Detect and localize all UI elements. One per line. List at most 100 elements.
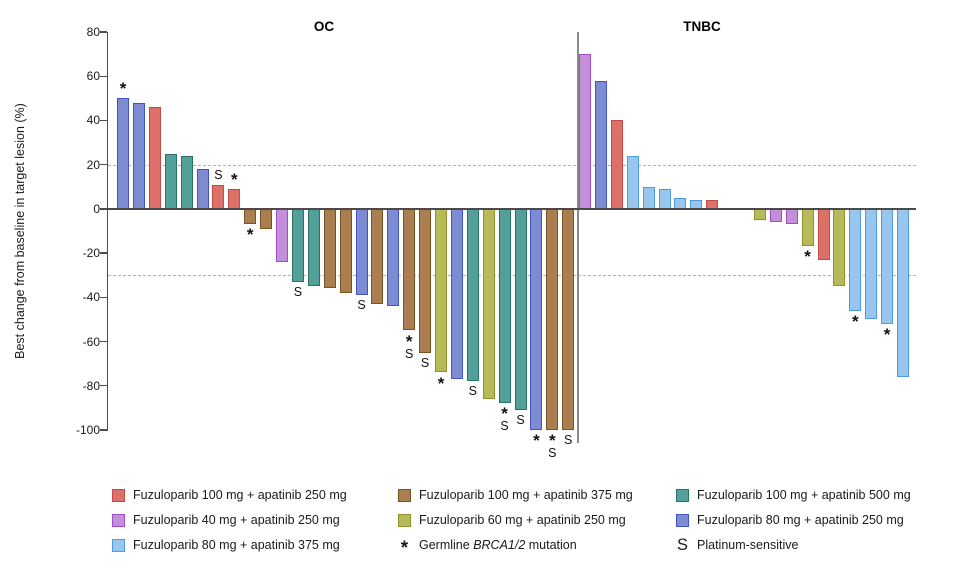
bar-oc-17-brown: [371, 208, 384, 304]
brca-marker: *: [804, 247, 811, 267]
legend-swatch-icon: [398, 488, 411, 502]
brca-marker: *: [405, 331, 413, 351]
y-tick-label: -100: [75, 423, 100, 437]
y-tick-label: 0: [93, 201, 100, 216]
legend-label: Fuzuloparib 60 mg + apatinib 250 mg: [419, 513, 626, 527]
legend-swatch-icon: [112, 488, 125, 502]
brca-marker: *: [437, 373, 445, 393]
y-tick-label: 20: [86, 157, 100, 172]
bar-oc-23-teal: [466, 208, 479, 382]
platinum-marker: S: [468, 384, 477, 399]
bar-oc-25-teal: [498, 208, 511, 404]
brca-marker: *: [548, 431, 556, 450]
bar-oc-11-purple: [276, 208, 288, 262]
bar-tnbc-13-olive: [801, 208, 814, 247]
bar-oc-12-teal: [291, 208, 304, 282]
platinum-marker: S: [293, 284, 303, 299]
bar-tnbc-17-skyblue: [865, 208, 878, 320]
legend-swatch-icon: [676, 488, 689, 502]
y-tick-mark: [99, 208, 107, 210]
brca-prefix: Germline: [419, 538, 474, 552]
bar-oc-26-teal: [514, 208, 527, 411]
platinum-s-icon: S: [676, 536, 688, 554]
bar-oc-18-blue: [387, 208, 400, 307]
platinum-marker: S: [564, 433, 573, 447]
panel-title-tnbc: TNBC: [683, 19, 721, 34]
brca-marker: *: [119, 79, 127, 99]
y-axis-title: Best change from baseline in target lesi…: [13, 103, 27, 359]
legend-swatch-icon: [112, 513, 125, 527]
bar-oc-20-brown: [419, 208, 432, 353]
legend-label: Fuzuloparib 80 mg + apatinib 375 mg: [133, 538, 340, 552]
bar-tnbc-2-blue: [594, 80, 607, 209]
bar-oc-24-olive: [482, 208, 495, 400]
bar-oc-13-teal: [307, 208, 320, 287]
reference-line-20: [108, 164, 916, 166]
bar-oc-21-olive: [435, 208, 447, 373]
y-tick-label: 80: [86, 25, 100, 39]
bar-oc-28-brown: [546, 208, 559, 430]
brca-gene: BRCA1/2: [473, 538, 526, 552]
y-tick-label: -40: [82, 290, 100, 305]
brca-marker: *: [230, 169, 238, 189]
legend-swatch-icon: [112, 538, 125, 552]
legend-item-olive: Fuzuloparib 60 mg + apatinib 250 mg: [398, 512, 626, 528]
bar-tnbc-5-skyblue: [642, 186, 655, 209]
bar-tnbc-10-olive: [753, 208, 766, 220]
bar-oc-27-blue: [530, 208, 543, 430]
bar-tnbc-15-olive: [833, 208, 846, 287]
bar-oc-15-brown: [339, 208, 352, 293]
panel-separator: [577, 32, 579, 443]
bar-oc-10-brown: [260, 208, 273, 229]
legend-label: Fuzuloparib 40 mg + apatinib 250 mg: [133, 513, 340, 527]
platinum-marker: S: [420, 355, 430, 370]
y-tick-mark: [99, 252, 107, 254]
reference-line--30: [108, 275, 916, 277]
bar-oc-2-blue: [132, 102, 145, 209]
asterisk-icon: *: [400, 538, 409, 559]
panel-title-oc: OC: [313, 19, 335, 34]
bar-oc-29-brown: [562, 208, 575, 430]
y-tick-label: 60: [86, 69, 100, 84]
legend-label: Platinum-sensitive: [697, 538, 799, 552]
bar-tnbc-16-skyblue: [849, 208, 862, 311]
y-tick-mark: [99, 31, 107, 33]
bar-tnbc-11-purple: [769, 208, 782, 223]
bar-oc-3-red: [148, 107, 161, 209]
legend-label: Germline BRCA1/2 mutation: [419, 538, 577, 552]
platinum-marker: S: [516, 413, 525, 428]
brca-suffix: mutation: [525, 538, 577, 552]
bar-tnbc-18-skyblue: [881, 208, 894, 324]
y-tick-label: -20: [82, 246, 100, 261]
y-tick-mark: [99, 296, 107, 299]
legend-item-brca-mutation: * Germline BRCA1/2 mutation: [398, 537, 577, 559]
bar-tnbc-3-red: [610, 120, 623, 209]
legend-item-platinum-sensitive: S Platinum-sensitive: [676, 536, 799, 554]
platinum-marker: S: [548, 446, 557, 460]
brca-marker: *: [533, 431, 540, 450]
bar-oc-7-red: [212, 184, 225, 209]
platinum-marker: S: [405, 346, 414, 361]
bar-oc-16-blue: [355, 208, 368, 296]
bar-tnbc-4-skyblue: [626, 155, 639, 209]
bar-oc-14-brown: [323, 208, 336, 289]
zero-baseline: [108, 207, 916, 210]
y-tick-mark: [99, 119, 107, 122]
platinum-marker: S: [214, 167, 223, 182]
legend-label: Fuzuloparib 100 mg + apatinib 375 mg: [419, 488, 633, 502]
brca-marker: *: [883, 324, 891, 344]
bar-tnbc-6-skyblue: [658, 188, 671, 209]
legend-item-purple: Fuzuloparib 40 mg + apatinib 250 mg: [112, 512, 340, 528]
y-axis-line: [106, 32, 108, 431]
brca-marker: *: [246, 225, 254, 245]
y-tick-mark: [99, 163, 107, 166]
brca-marker: *: [851, 311, 859, 331]
bar-oc-9-brown: [244, 208, 257, 225]
platinum-marker: S: [500, 419, 509, 434]
bar-tnbc-1-purple: [579, 54, 591, 209]
legend-item-brown: Fuzuloparib 100 mg + apatinib 375 mg: [398, 487, 633, 503]
legend-label: Fuzuloparib 100 mg + apatinib 250 mg: [133, 488, 347, 502]
bar-oc-22-blue: [450, 208, 463, 380]
bar-tnbc-19-skyblue: [897, 208, 909, 377]
